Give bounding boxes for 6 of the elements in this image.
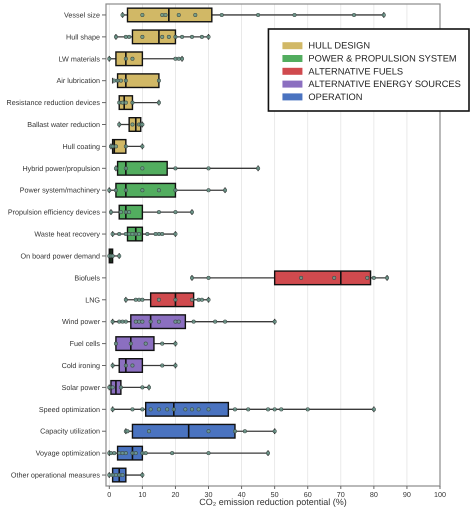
legend-label: ALTERNATIVE ENERGY SOURCES (308, 79, 461, 90)
legend-label: POWER & PROPULSION SYSTEM (308, 54, 457, 64)
legend-label: OPERATION (308, 92, 363, 102)
legend-label: HULL DESIGN (308, 40, 370, 51)
legend-label: ALTERNATIVE FUELS (308, 66, 404, 76)
x-axis-title: CO₂ emission reduction potential (%) (199, 497, 347, 507)
